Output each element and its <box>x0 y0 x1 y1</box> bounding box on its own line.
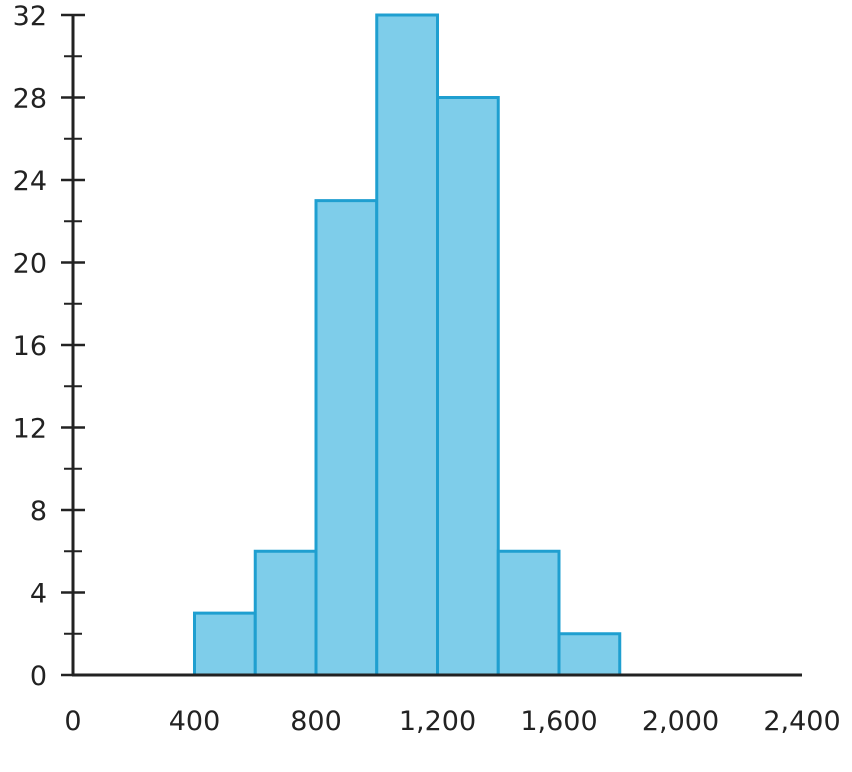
histogram-bars <box>193 13 622 677</box>
y-tick-label: 8 <box>30 496 47 527</box>
x-tick-label: 1,200 <box>399 706 476 737</box>
histogram-bar-6 <box>557 632 622 677</box>
histogram-bar-0 <box>193 611 257 677</box>
y-tick-label: 32 <box>13 1 47 32</box>
x-tick-label: 800 <box>290 706 342 737</box>
y-axis: 0 4 8 12 16 20 24 28 32 <box>13 1 85 692</box>
x-axis: 0 400 800 1,200 1,600 2,000 2,400 <box>64 673 841 737</box>
x-tick-label: 1,600 <box>520 706 597 737</box>
y-tick-label: 12 <box>13 414 47 445</box>
y-tick-label: 24 <box>13 166 47 197</box>
x-tick-label: 2,400 <box>763 706 840 737</box>
y-tick-label: 0 <box>30 661 47 692</box>
x-tick-label: 400 <box>169 706 221 737</box>
histogram-bar-2 <box>314 199 379 677</box>
histogram-bar-1 <box>253 549 318 677</box>
histogram-bar-4 <box>436 96 500 677</box>
x-tick-label: 2,000 <box>642 706 719 737</box>
histogram-bar-3 <box>375 13 439 677</box>
y-tick-label: 28 <box>13 84 47 115</box>
y-tick-label: 4 <box>30 579 47 610</box>
y-tick-label: 16 <box>13 331 47 362</box>
x-tick-label: 0 <box>64 706 81 737</box>
y-tick-label: 20 <box>13 249 47 280</box>
histogram-bar-5 <box>496 549 561 677</box>
